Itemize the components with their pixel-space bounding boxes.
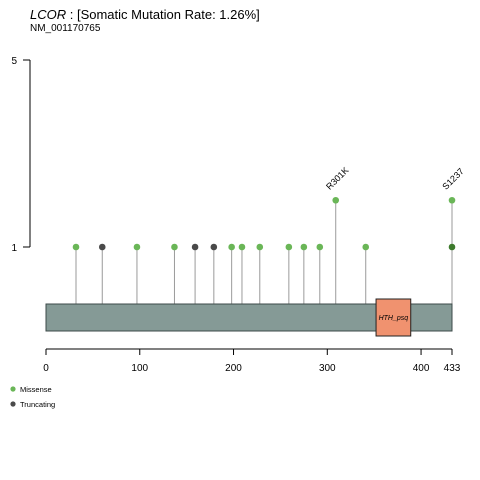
legend: Missense Truncating bbox=[10, 385, 55, 409]
x-tick-label-400: 400 bbox=[413, 363, 430, 374]
y-tick-label-1: 1 bbox=[11, 243, 17, 254]
lollipop-head-14 bbox=[449, 197, 456, 204]
mutation-labels: R301K S1237 bbox=[324, 165, 466, 192]
domain-label-0: HTH_psq bbox=[379, 315, 409, 322]
legend-label-1: Truncating bbox=[20, 400, 55, 409]
x-tick-label-0: 0 bbox=[43, 363, 49, 374]
transcript-id: NM_001170765 bbox=[30, 23, 101, 34]
legend-dot-1 bbox=[10, 401, 15, 406]
lollipop-head-7 bbox=[239, 244, 246, 251]
x-tick-label-200: 200 bbox=[225, 363, 242, 374]
x-axis: 0 100 200 300 400 433 bbox=[43, 349, 461, 374]
lollipop-head-3 bbox=[171, 244, 178, 251]
protein-track: HTH_psq bbox=[46, 299, 452, 336]
lollipop-stems bbox=[76, 200, 452, 304]
x-tick-label-100: 100 bbox=[131, 363, 148, 374]
chart-title: LCOR : [Somatic Mutation Rate: 1.26%] NM… bbox=[30, 7, 260, 34]
y-tick-label-5: 5 bbox=[11, 56, 17, 67]
lollipop-head-6 bbox=[228, 244, 235, 251]
y-axis: 15 bbox=[11, 56, 30, 254]
lollipop-head-9 bbox=[286, 244, 293, 251]
lollipop-head-11 bbox=[316, 244, 323, 251]
lollipop-head-1 bbox=[99, 244, 106, 251]
lollipop-head-12 bbox=[332, 197, 339, 204]
legend-label-0: Missense bbox=[20, 385, 52, 394]
lollipop-head-10 bbox=[301, 244, 308, 251]
svg-text:LCOR : [Somatic Mutation Rate:: LCOR : [Somatic Mutation Rate: 1.26%] bbox=[30, 7, 260, 22]
lollipop-head-0 bbox=[73, 244, 80, 251]
lollipop-heads bbox=[73, 197, 456, 250]
lollipop-head-4 bbox=[192, 244, 199, 251]
lollipop-head-13 bbox=[362, 244, 369, 251]
lollipop-head-5 bbox=[211, 244, 218, 251]
lollipop-head-15 bbox=[449, 244, 456, 251]
mutation-label-12: R301K bbox=[324, 165, 351, 192]
lollipop-head-8 bbox=[256, 244, 263, 251]
x-tick-label-433: 433 bbox=[444, 363, 461, 374]
legend-dot-0 bbox=[10, 386, 15, 391]
mutation-label-14: S1237 bbox=[440, 166, 465, 191]
gene-name: LCOR bbox=[30, 7, 66, 22]
mutation-rate-text: : [Somatic Mutation Rate: 1.26%] bbox=[66, 7, 260, 22]
x-tick-label-300: 300 bbox=[319, 363, 336, 374]
lollipop-head-2 bbox=[134, 244, 141, 251]
